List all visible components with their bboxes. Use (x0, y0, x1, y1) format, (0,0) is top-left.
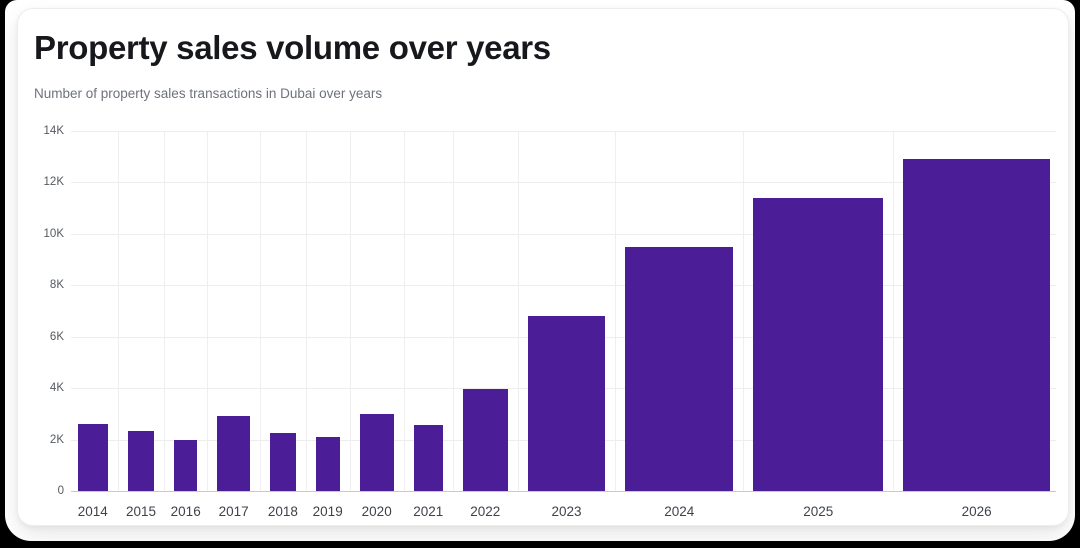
gridline-vertical (349, 131, 351, 491)
page-background: Property sales volume over years Number … (5, 0, 1075, 541)
gridline-vertical (615, 131, 617, 491)
x-axis-label: 2020 (361, 504, 392, 519)
gridline-vertical (117, 131, 119, 491)
bar-2026[interactable] (903, 159, 1050, 491)
x-axis-label: 2024 (664, 504, 695, 519)
bar-2017[interactable] (217, 416, 251, 491)
gridline-vertical (743, 131, 745, 491)
gridline-vertical (164, 131, 166, 491)
bar-2022[interactable] (462, 389, 508, 491)
gridline-horizontal (71, 233, 1056, 235)
bar-2023[interactable] (527, 316, 606, 491)
y-axis-label: 6K (49, 330, 64, 343)
bar-2018[interactable] (270, 433, 296, 491)
x-axis-label: 2022 (470, 504, 501, 519)
bar-2024[interactable] (625, 246, 734, 491)
x-axis-label: 2016 (170, 504, 201, 519)
y-axis-label: 10K (43, 227, 64, 240)
y-axis-label: 2K (49, 433, 64, 446)
y-axis-label: 14K (43, 125, 64, 137)
chart-title: Property sales volume over years (34, 29, 551, 66)
y-axis-label: 4K (49, 382, 64, 395)
gridline-vertical (517, 131, 519, 491)
y-axis-label: 12K (43, 176, 64, 189)
x-axis-label: 2026 (961, 504, 992, 519)
gridline-vertical (305, 131, 307, 491)
x-axis-label: 2014 (77, 504, 108, 519)
x-axis-label: 2017 (218, 504, 249, 519)
bar-2019[interactable] (315, 437, 340, 491)
chart-card: Property sales volume over years Number … (17, 8, 1069, 526)
bar-2016[interactable] (174, 439, 198, 491)
y-axis-label: 8K (49, 279, 64, 292)
x-axis-label: 2021 (413, 504, 444, 519)
gridline-vertical (207, 131, 209, 491)
bar-2021[interactable] (413, 425, 443, 491)
x-axis-label: 2019 (312, 504, 343, 519)
bar-chart: 14K 12K 10K 8K 6K 4K 2K 0 2014 2015 2016 2017 2018 20… (18, 9, 1068, 525)
gridline-vertical (893, 131, 895, 491)
x-axis-label: 2018 (267, 504, 298, 519)
gridline-vertical (260, 131, 262, 491)
gridline-horizontal (71, 182, 1056, 184)
gridline-horizontal (71, 131, 1056, 132)
y-axis-label: 0 (57, 485, 64, 497)
gridline-vertical (452, 131, 454, 491)
bar-2025[interactable] (753, 197, 884, 491)
x-axis-line (71, 491, 1056, 492)
bar-2020[interactable] (359, 413, 394, 491)
gridline-horizontal (71, 285, 1056, 287)
bar-2015[interactable] (127, 430, 155, 491)
x-axis-label: 2025 (803, 504, 834, 519)
x-axis-label: 2015 (125, 504, 157, 519)
chart-subtitle: Number of property sales transactions in… (34, 86, 383, 101)
bar-2014[interactable] (78, 424, 108, 491)
x-axis-label: 2023 (551, 504, 582, 519)
gridline-vertical (403, 131, 405, 491)
